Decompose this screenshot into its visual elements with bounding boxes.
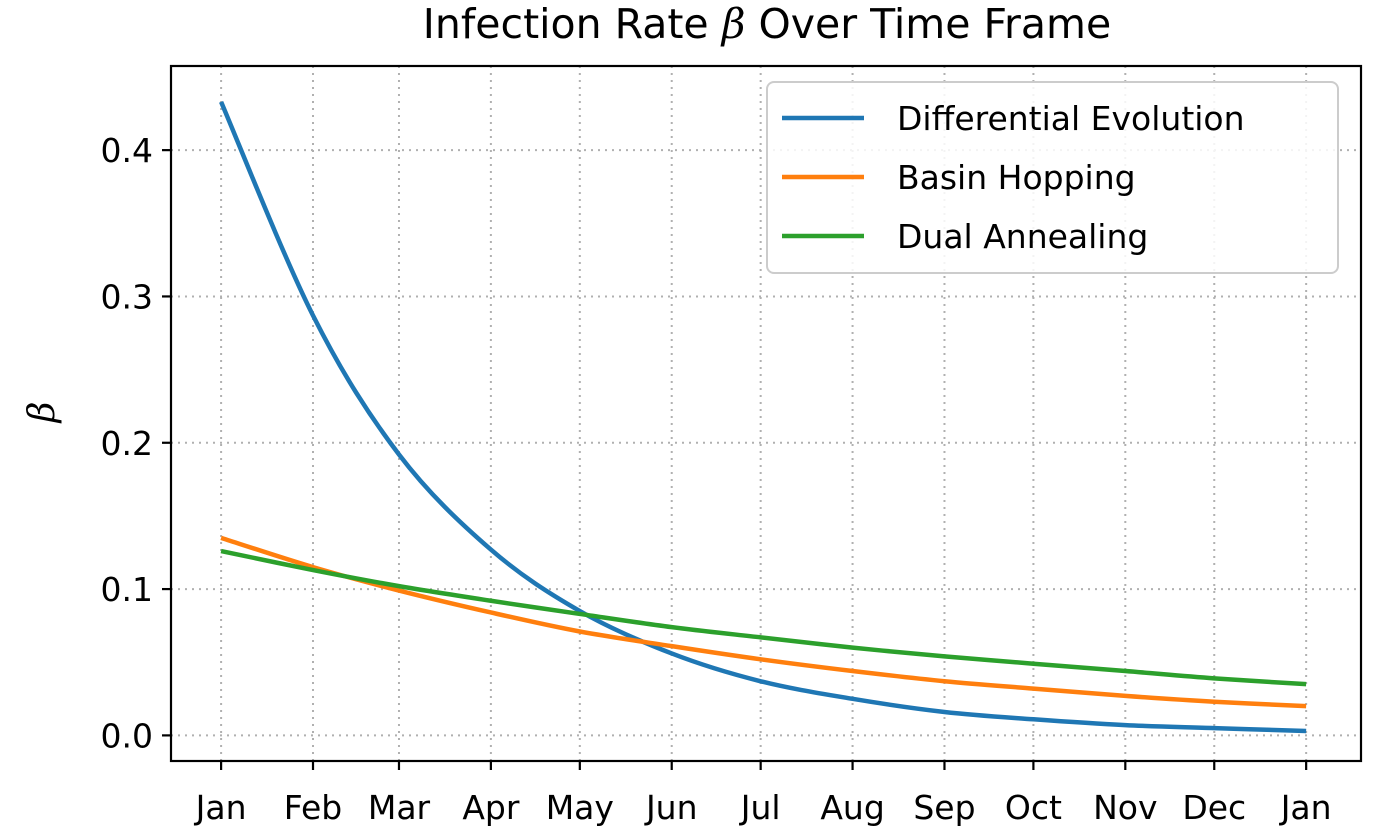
x-tick-label: Apr: [462, 788, 520, 827]
x-tick-label: Feb: [284, 788, 342, 827]
data-point-differential-evolution: [398, 454, 399, 455]
data-point-basin-hopping: [944, 681, 945, 682]
data-point-differential-evolution: [1125, 725, 1126, 726]
data-point-differential-evolution: [579, 611, 580, 612]
data-point-dual-annealing: [579, 613, 580, 614]
x-tick-label: Jul: [739, 788, 781, 827]
data-point-dual-annealing: [1125, 671, 1126, 672]
y-tick-label: 0.4: [101, 131, 153, 170]
series-line-dual-annealing: [220, 548, 1307, 687]
data-point-basin-hopping: [1033, 688, 1034, 689]
data-point-basin-hopping: [852, 671, 853, 672]
data-point-dual-annealing: [221, 551, 222, 552]
data-point-basin-hopping: [490, 612, 491, 613]
x-tick-label: Jan: [1279, 788, 1332, 827]
data-point-dual-annealing: [671, 627, 672, 628]
data-point-differential-evolution: [852, 698, 853, 699]
x-tick-label: Jun: [644, 788, 698, 827]
data-point-differential-evolution: [490, 549, 491, 550]
data-point-dual-annealing: [1033, 663, 1034, 664]
data-point-dual-annealing: [852, 647, 853, 648]
legend-label-basin-hopping: Basin Hopping: [897, 158, 1136, 197]
chart-title-prefix: Infection Rate: [423, 0, 722, 48]
data-point-basin-hopping: [221, 537, 222, 538]
y-tick-label: 0.2: [101, 424, 153, 463]
y-tick-label: 0.0: [101, 716, 153, 755]
data-point-basin-hopping: [398, 590, 399, 591]
data-point-differential-evolution: [1306, 731, 1307, 732]
legend-label-differential-evolution: Differential Evolution: [897, 99, 1245, 138]
data-point-basin-hopping: [671, 646, 672, 647]
legend-label-dual-annealing: Dual Annealing: [897, 217, 1148, 256]
data-point-basin-hopping: [579, 631, 580, 632]
data-point-dual-annealing: [313, 570, 314, 571]
series-line-basin-hopping: [220, 535, 1307, 709]
plot-frame: [169, 64, 1363, 763]
y-tick-label: 0.1: [101, 570, 153, 609]
data-point-basin-hopping: [1125, 695, 1126, 696]
data-point-dual-annealing: [944, 656, 945, 657]
data-point-differential-evolution: [671, 653, 672, 654]
y-axis-label: β: [22, 402, 63, 425]
x-tick-label: Dec: [1182, 788, 1246, 827]
data-point-dual-annealing: [760, 637, 761, 638]
axis-ticks: Jan Feb Mar Apr May Jun Jul Aug Sep Oct Nov Dec Jan 0…: [101, 131, 1332, 827]
x-tick-label: Jan: [194, 788, 247, 827]
x-tick-label: Mar: [368, 788, 431, 827]
data-point-basin-hopping: [313, 567, 314, 568]
data-point-dual-annealing: [1306, 684, 1307, 685]
x-tick-label: Nov: [1093, 788, 1157, 827]
data-point-differential-evolution: [313, 315, 314, 316]
chart-title-suffix: Over Time Frame: [745, 0, 1111, 48]
series-lines: [219, 100, 1307, 734]
data-point-differential-evolution: [1033, 719, 1034, 720]
data-point-dual-annealing: [1214, 678, 1215, 679]
x-tick-label: Oct: [1005, 788, 1062, 827]
legend-box: [766, 81, 1339, 274]
data-point-basin-hopping: [760, 659, 761, 660]
data-point-differential-evolution: [760, 681, 761, 682]
data-point-basin-hopping: [1306, 706, 1307, 707]
series-line-differential-evolution: [219, 100, 1307, 734]
chart-title-symbol: β: [720, 0, 746, 48]
x-tick-label: Sep: [913, 788, 975, 827]
data-point-basin-hopping: [1214, 701, 1215, 702]
data-point-differential-evolution: [944, 711, 945, 712]
data-point-differential-evolution: [221, 101, 222, 102]
x-tick-label: Aug: [820, 788, 884, 827]
data-point-dual-annealing: [490, 600, 491, 601]
x-tick-label: May: [546, 788, 614, 827]
data-point-dual-annealing: [398, 586, 399, 587]
legend: Differential Evolution Basin Hopping Dual …: [766, 81, 1339, 274]
chart-title: Infection Rate β Over Time Frame: [423, 0, 1111, 48]
y-tick-label: 0.3: [101, 277, 153, 316]
data-point-differential-evolution: [1214, 728, 1215, 729]
